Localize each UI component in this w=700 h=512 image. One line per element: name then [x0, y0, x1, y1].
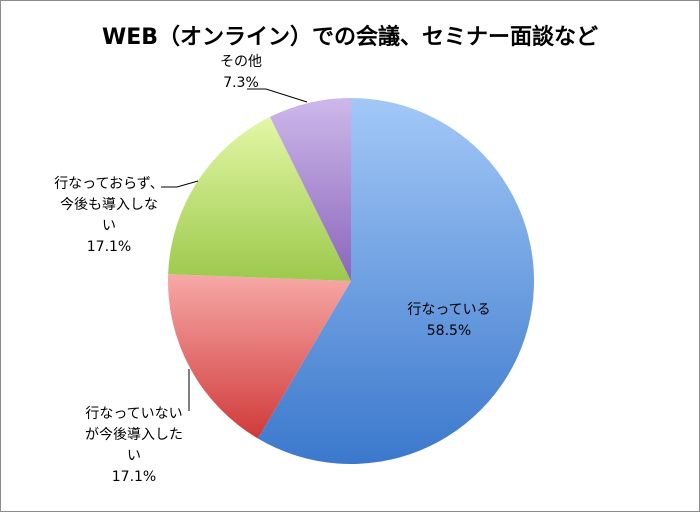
slice-label-2-line-2: い	[102, 218, 116, 234]
slice-label-0-line-0: 行なっている	[407, 302, 490, 318]
slice-label-3-line-0: その他	[220, 54, 262, 70]
pie-slice-1	[167, 274, 351, 439]
slice-label-3-line-1: 7.3%	[223, 75, 259, 91]
slice-label-2-line-3: 17.1%	[87, 239, 131, 255]
pie-slice-3	[269, 98, 351, 281]
slice-label-2-line-0: 行なっておらず、	[54, 176, 164, 192]
slice-label-2-line-1: 今後も導入しな	[60, 197, 158, 213]
slice-label-1-line-3: 17.1%	[112, 469, 156, 485]
slice-label-1-line-0: 行なっていない	[85, 406, 182, 422]
leader-line-not-planned	[161, 180, 199, 188]
leader-line-other	[247, 88, 308, 103]
slice-label-1-line-2: い	[127, 448, 141, 464]
chart-title: WEB（オンライン）での会議、セミナー面談など	[102, 24, 598, 50]
slice-label-0-line-1: 58.5%	[427, 323, 471, 339]
pie-slice-2	[168, 116, 351, 281]
pie-slice-0	[257, 97, 535, 464]
slice-label-1-line-1: が今後導入した	[85, 427, 183, 443]
